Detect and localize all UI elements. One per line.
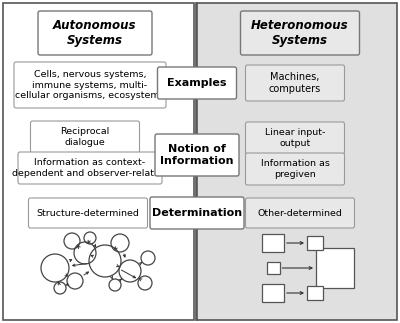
FancyBboxPatch shape (18, 152, 162, 184)
Text: Determination: Determination (152, 208, 242, 218)
Text: Structure-determined: Structure-determined (36, 209, 140, 217)
FancyBboxPatch shape (28, 198, 148, 228)
FancyBboxPatch shape (246, 65, 344, 101)
Bar (266, 262, 280, 274)
Text: Other-determined: Other-determined (258, 209, 342, 217)
Bar (262, 284, 284, 302)
FancyBboxPatch shape (246, 122, 344, 154)
Text: Information as context-
dependent and observer-relative: Information as context- dependent and ob… (12, 158, 168, 178)
Text: Notion of
Information: Notion of Information (160, 144, 234, 166)
Text: Heteronomous
Systems: Heteronomous Systems (251, 19, 349, 47)
Text: Cells, nervous systems,
immune systems, multi-
cellular organisms, ecosystems: Cells, nervous systems, immune systems, … (15, 70, 165, 100)
Text: Reciprocal
dialogue: Reciprocal dialogue (60, 127, 110, 147)
Bar (3, 3, 194, 320)
Bar (307, 236, 323, 250)
Text: Examples: Examples (167, 78, 227, 88)
Bar (262, 234, 284, 252)
Text: Machines,
computers: Machines, computers (269, 72, 321, 94)
FancyBboxPatch shape (158, 67, 236, 99)
Text: Autonomous
Systems: Autonomous Systems (53, 19, 137, 47)
Text: Information as
pregiven: Information as pregiven (260, 159, 330, 179)
FancyBboxPatch shape (38, 11, 152, 55)
FancyBboxPatch shape (155, 134, 239, 176)
FancyBboxPatch shape (246, 153, 344, 185)
FancyBboxPatch shape (150, 197, 244, 229)
FancyBboxPatch shape (14, 62, 166, 108)
FancyBboxPatch shape (246, 198, 354, 228)
FancyBboxPatch shape (30, 121, 140, 153)
Bar (316, 248, 354, 288)
FancyBboxPatch shape (240, 11, 360, 55)
Text: Linear input-
output: Linear input- output (265, 128, 325, 148)
Bar (307, 286, 323, 300)
Bar (196, 3, 397, 320)
